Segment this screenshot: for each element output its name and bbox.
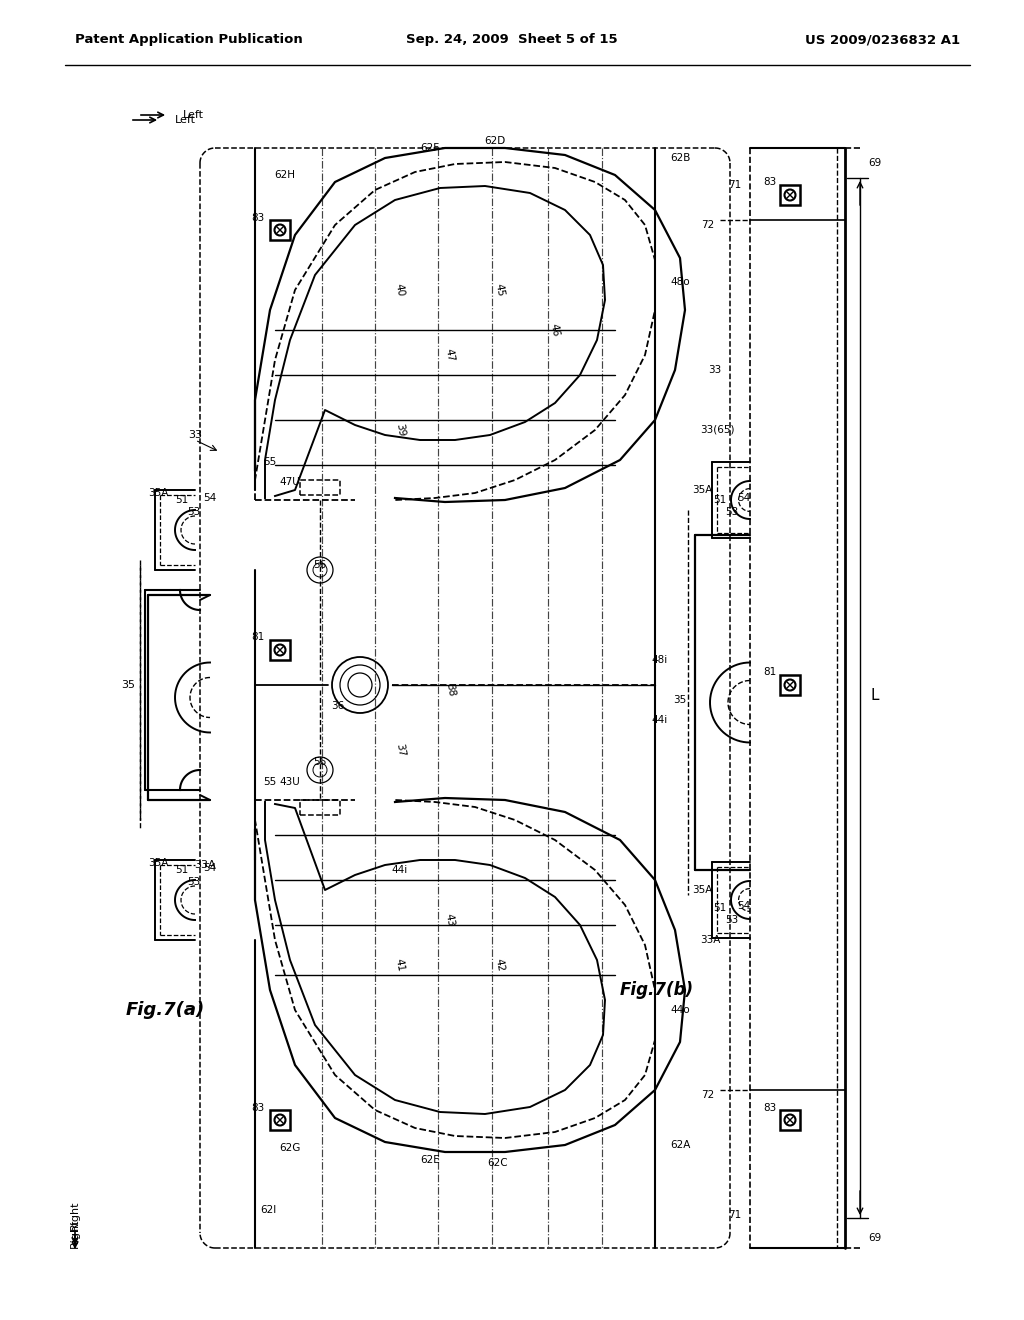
Text: Sep. 24, 2009  Sheet 5 of 15: Sep. 24, 2009 Sheet 5 of 15 — [407, 33, 617, 46]
Text: 56: 56 — [313, 756, 327, 767]
Text: 41: 41 — [394, 957, 407, 973]
Bar — [270, 220, 290, 240]
Text: 54: 54 — [204, 863, 217, 873]
Text: 35A: 35A — [692, 484, 712, 495]
Text: 35A: 35A — [692, 884, 712, 895]
Text: 71: 71 — [728, 180, 741, 190]
Text: 81: 81 — [763, 667, 776, 677]
Text: 83: 83 — [763, 1104, 776, 1113]
Text: 33A: 33A — [195, 861, 216, 870]
Text: 69: 69 — [868, 1233, 882, 1243]
Text: 62C: 62C — [487, 1158, 508, 1168]
Text: 51: 51 — [714, 495, 727, 506]
Text: 35A: 35A — [147, 488, 168, 498]
Text: 72: 72 — [701, 220, 715, 230]
Text: 39: 39 — [394, 422, 407, 437]
Text: 55: 55 — [263, 777, 276, 787]
Text: 83: 83 — [763, 177, 776, 187]
Text: 51: 51 — [175, 495, 188, 506]
Text: 47: 47 — [444, 347, 456, 363]
Text: 56: 56 — [313, 560, 327, 570]
Text: 72: 72 — [701, 1090, 715, 1100]
Text: 62A: 62A — [670, 1140, 690, 1150]
Text: 35: 35 — [121, 680, 135, 690]
Text: 53: 53 — [187, 507, 201, 517]
Text: 48i: 48i — [652, 655, 668, 665]
Text: 55: 55 — [263, 457, 276, 467]
Text: 54: 54 — [737, 492, 751, 503]
Text: 44i: 44i — [392, 865, 409, 875]
Text: 47U: 47U — [280, 477, 300, 487]
Text: 33(65): 33(65) — [700, 425, 734, 436]
Text: 69: 69 — [868, 158, 882, 168]
Text: 54: 54 — [204, 492, 217, 503]
Text: Left: Left — [175, 115, 196, 125]
Text: 62D: 62D — [484, 136, 506, 147]
Text: 33: 33 — [188, 430, 202, 440]
Text: 62B: 62B — [670, 153, 690, 162]
Bar — [300, 480, 340, 495]
Text: 46: 46 — [549, 322, 561, 338]
Text: 53: 53 — [187, 876, 201, 887]
Text: 36: 36 — [332, 701, 345, 711]
Text: L: L — [870, 688, 879, 702]
Text: 38: 38 — [444, 682, 456, 697]
Bar — [270, 1110, 290, 1130]
Text: 40: 40 — [394, 282, 407, 297]
Text: 83: 83 — [251, 213, 264, 223]
Text: 43: 43 — [444, 912, 456, 928]
Bar — [270, 640, 290, 660]
Text: Patent Application Publication: Patent Application Publication — [75, 33, 303, 46]
Text: 51: 51 — [714, 903, 727, 913]
Text: 53: 53 — [725, 507, 738, 517]
Text: US 2009/0236832 A1: US 2009/0236832 A1 — [805, 33, 961, 46]
Text: 44i: 44i — [652, 715, 668, 725]
Text: Left: Left — [183, 110, 204, 120]
Text: Right: Right — [70, 1200, 80, 1230]
Text: 43U: 43U — [280, 777, 300, 787]
Bar — [780, 675, 800, 696]
Bar — [780, 185, 800, 205]
Text: 33A: 33A — [699, 935, 720, 945]
Text: 71: 71 — [728, 1210, 741, 1220]
Text: 54: 54 — [737, 902, 751, 911]
Text: Fig.7(a): Fig.7(a) — [125, 1001, 205, 1019]
Text: 44o: 44o — [670, 1005, 690, 1015]
Text: 62E: 62E — [420, 1155, 440, 1166]
Text: 42: 42 — [494, 957, 506, 973]
Text: 33: 33 — [709, 366, 722, 375]
Text: Right: Right — [70, 1218, 80, 1247]
Text: Fig.7(b): Fig.7(b) — [620, 981, 694, 999]
Text: 62H: 62H — [274, 170, 296, 180]
Text: 51: 51 — [175, 865, 188, 875]
Text: 35: 35 — [674, 696, 687, 705]
Bar — [300, 800, 340, 814]
Bar — [780, 1110, 800, 1130]
Text: 48o: 48o — [670, 277, 690, 286]
Text: 37: 37 — [394, 743, 407, 758]
Text: 62F: 62F — [421, 143, 439, 153]
Text: 83: 83 — [251, 1104, 264, 1113]
Text: 45: 45 — [494, 282, 506, 297]
Text: 81: 81 — [251, 632, 264, 642]
Text: 53: 53 — [725, 915, 738, 925]
Text: 35A: 35A — [147, 858, 168, 869]
Text: 62G: 62G — [280, 1143, 301, 1152]
Text: 62I: 62I — [260, 1205, 276, 1214]
